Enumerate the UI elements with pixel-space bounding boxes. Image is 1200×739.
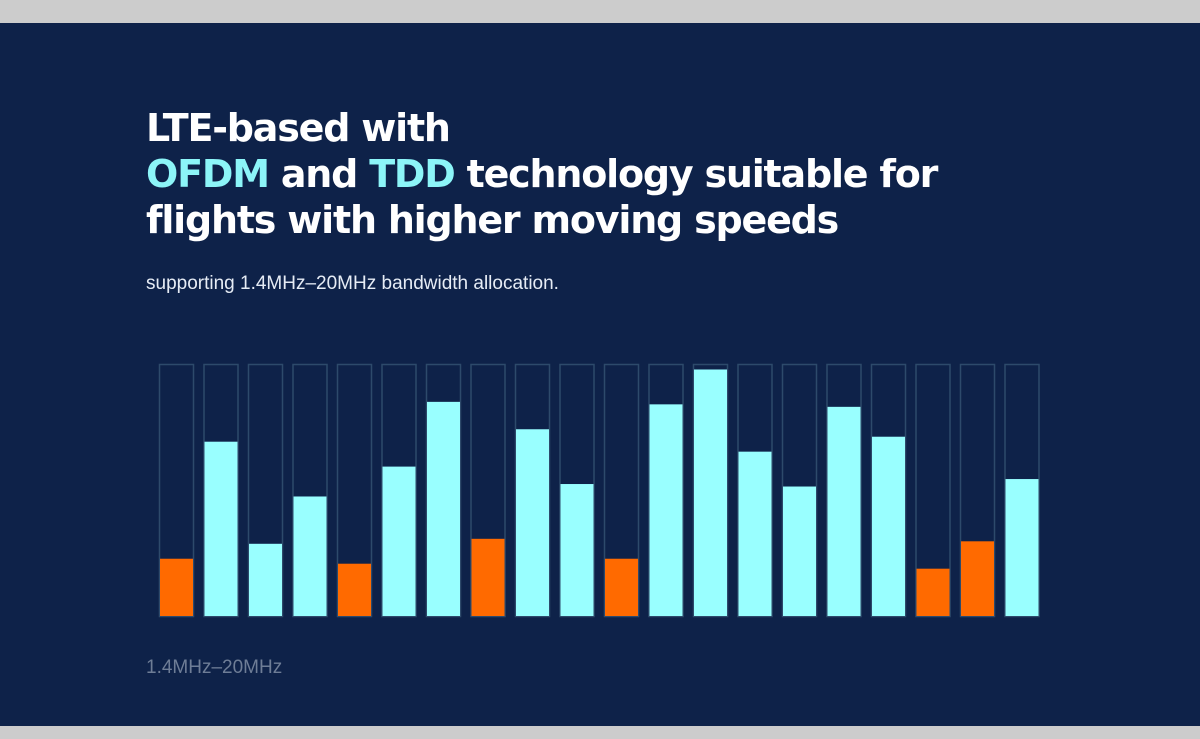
bar-cyan — [516, 429, 549, 616]
bar-slot — [826, 363, 862, 618]
bar-cyan — [204, 441, 238, 616]
bar-orange — [605, 558, 638, 616]
bar-slot — [425, 363, 462, 618]
bar-slot — [381, 363, 417, 618]
headline: LTE-based with OFDM and TDD technology s… — [146, 105, 1046, 243]
axis-caption: 1.4MHz–20MHz — [146, 657, 283, 678]
bar-slot — [959, 363, 996, 618]
bar-cyan — [249, 543, 282, 616]
bar-slot — [603, 363, 640, 618]
subtitle: supporting 1.4MHz–20MHz bandwidth alloca… — [146, 273, 559, 294]
headline-line-3: flights with higher moving speeds — [146, 198, 839, 242]
bar-cyan — [293, 496, 327, 616]
bar-slot — [203, 363, 239, 618]
bar-slot — [737, 363, 773, 618]
bar-cyan — [872, 436, 905, 616]
bar-slot — [247, 363, 284, 618]
headline-rest: technology suitable for — [454, 152, 939, 196]
bar-orange — [961, 541, 994, 616]
bar-cyan — [1005, 479, 1039, 616]
bar-cyan — [649, 404, 683, 616]
headline-line-2: OFDM and TDD technology suitable for — [146, 151, 1046, 197]
bar-cyan — [738, 451, 772, 616]
bar-slot — [648, 363, 684, 618]
bar-cyan — [382, 466, 416, 616]
bar-cyan — [427, 401, 460, 616]
bar-cyan — [694, 369, 727, 616]
bar-slot — [559, 363, 595, 618]
bar-slot — [915, 363, 951, 618]
bar-orange — [471, 538, 505, 616]
bar-slot — [470, 363, 506, 618]
bar-slot — [292, 363, 328, 618]
bar-slot — [1004, 363, 1040, 618]
bar-orange — [916, 568, 950, 616]
headline-line-1: LTE-based with — [146, 106, 451, 150]
bar-cyan — [783, 486, 816, 616]
bar-slot — [692, 363, 729, 618]
bar-slot — [336, 363, 373, 618]
bar-slot — [781, 363, 818, 618]
bar-cyan — [560, 484, 594, 616]
bar-orange — [160, 558, 193, 616]
headline-ofdm: OFDM — [146, 152, 270, 196]
content-panel — [0, 23, 1200, 726]
bar-slot — [870, 363, 907, 618]
bar-slot — [158, 363, 195, 618]
headline-tdd: TDD — [369, 152, 456, 196]
headline-and: and — [268, 152, 370, 196]
bar-orange — [338, 563, 371, 616]
bar-cyan — [827, 406, 861, 616]
bar-slot — [514, 363, 551, 618]
